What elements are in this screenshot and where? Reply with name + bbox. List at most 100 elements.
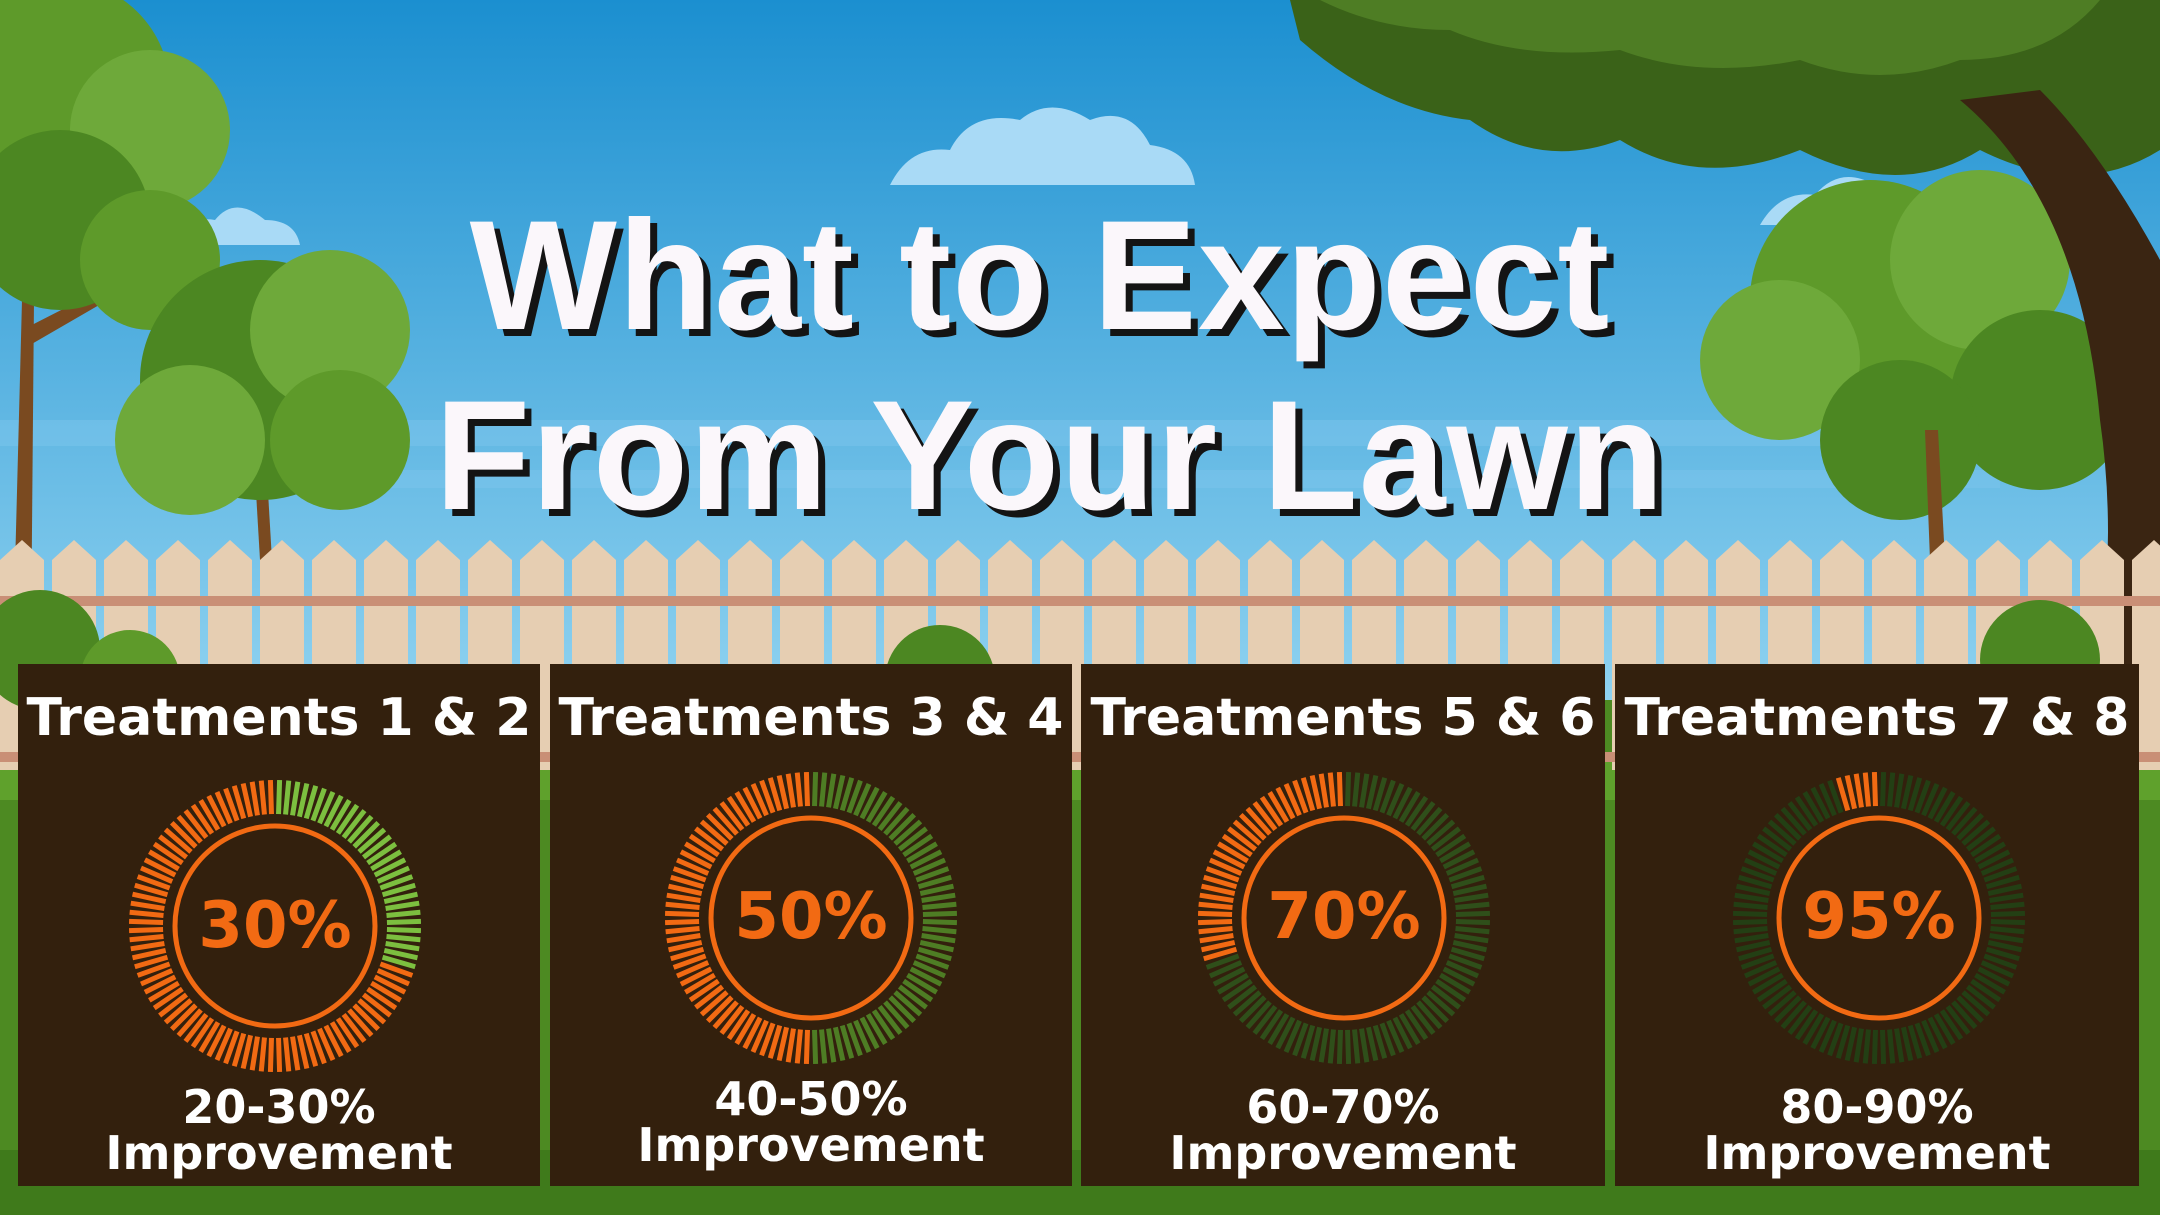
ring-segment: [310, 1030, 327, 1065]
ring-segment: [726, 1009, 751, 1041]
ring-segment: [1921, 1019, 1940, 1053]
ring-segment: [1205, 866, 1240, 883]
ring-segment: [919, 939, 955, 953]
ring-segment: [719, 801, 745, 832]
ring-segment: [317, 791, 336, 825]
ring-segment: [921, 933, 956, 944]
ring-segment: [1421, 812, 1450, 841]
ring-segment: [1398, 791, 1421, 823]
ring-segment: [1404, 1009, 1429, 1041]
ring-segment: [888, 995, 917, 1024]
percent-label: 70%: [1267, 880, 1421, 954]
ring-segment: [679, 849, 713, 870]
ring-segment: [136, 961, 171, 978]
ring-segment: [183, 809, 209, 840]
ring-segment: [1767, 819, 1797, 846]
ring-segment: [1787, 801, 1813, 832]
ring-segment: [366, 986, 398, 1011]
ring-segment: [1818, 783, 1837, 817]
ring-segment: [839, 777, 855, 812]
ring-segment: [1794, 1009, 1819, 1041]
ring-segment: [148, 849, 180, 872]
ring-segment: [163, 827, 193, 854]
ring-segment: [1372, 1024, 1388, 1059]
ring-segment: [859, 786, 880, 820]
ring-segment: [1452, 939, 1488, 953]
ring-segment: [1951, 1000, 1978, 1030]
ring-segment: [922, 919, 958, 926]
ring-segment: [1227, 984, 1258, 1010]
ring-segment: [676, 960, 710, 979]
ring-segment: [726, 795, 751, 827]
ring-segment: [785, 1028, 796, 1063]
ring-segment: [386, 927, 422, 934]
ring-segment: [329, 799, 352, 831]
ring-segment: [1352, 772, 1361, 807]
ring-segment: [1454, 933, 1489, 944]
ring-segment: [1300, 1024, 1316, 1059]
ring-segment: [317, 1027, 336, 1061]
ring-segment: [158, 992, 189, 1018]
ring-segment: [705, 995, 734, 1024]
inner-ring: [1776, 815, 1982, 1021]
card-title: Treatments 1 & 2: [26, 688, 532, 748]
ring-segment: [1965, 984, 1996, 1010]
ring-segment: [1445, 960, 1479, 979]
ring-segment: [846, 779, 863, 814]
ring-segment: [381, 954, 416, 970]
ring-segment: [1283, 783, 1302, 817]
ring-segment: [223, 1030, 240, 1065]
improvement-label: Improvement: [105, 1126, 453, 1180]
ring-segment: [128, 918, 164, 925]
ring-segment: [1740, 953, 1775, 970]
card-title: Treatments 7 & 8: [1624, 688, 2130, 748]
ring-segment: [679, 966, 713, 987]
ring-segment: [1252, 1004, 1278, 1035]
ring-segment: [1794, 795, 1819, 827]
ring-segment: [664, 919, 700, 926]
ring-segment: [853, 783, 872, 817]
ring-segment: [283, 1037, 292, 1072]
headline-line-1: What to Expect: [469, 189, 1611, 363]
ring-segment: [190, 1017, 215, 1049]
ring-segment: [1907, 1024, 1923, 1059]
ring-segment: [1448, 866, 1483, 883]
ring-segment: [909, 849, 943, 870]
ring-segment: [1199, 892, 1234, 903]
ring-segment: [1738, 946, 1773, 962]
ring-segment: [366, 841, 398, 866]
ring-segment: [684, 841, 716, 864]
ring-segment: [163, 998, 193, 1025]
ring-segment: [1880, 771, 1887, 807]
ring-segment: [1455, 926, 1490, 935]
ring-segment: [794, 1029, 803, 1064]
ring-segment: [183, 1012, 209, 1043]
ring-segment: [1970, 833, 2002, 858]
ring-segment: [1283, 1019, 1302, 1053]
ring-segment: [1983, 953, 2018, 970]
ring-segment: [1386, 1019, 1405, 1053]
ring-segment: [1927, 786, 1948, 820]
ring-segment: [1862, 1029, 1871, 1064]
ring-segment: [143, 974, 177, 995]
ring-segment: [158, 834, 189, 860]
ring-segment: [902, 833, 934, 858]
ring-segment: [129, 909, 164, 918]
ring-segment: [1844, 1026, 1858, 1062]
ring-segment: [672, 953, 707, 970]
ring-segment: [1275, 1016, 1296, 1050]
treatment-card-4: Treatments 7 & 8 95% 80-90% Improvement: [1615, 664, 2139, 1186]
ring-segment: [1990, 901, 2025, 910]
ring-segment: [383, 947, 419, 961]
ring-segment: [921, 892, 956, 903]
ring-segment: [667, 939, 703, 953]
ring-segment: [684, 972, 716, 995]
ring-segment: [670, 874, 705, 890]
ring-segment: [1345, 1029, 1352, 1065]
ring-segment: [1455, 919, 1491, 926]
ring-segment: [1227, 826, 1258, 852]
ring-segment: [373, 974, 407, 995]
inner-ring: [708, 815, 914, 1021]
ring-segment: [1259, 795, 1284, 827]
ring-segment: [1404, 795, 1429, 827]
